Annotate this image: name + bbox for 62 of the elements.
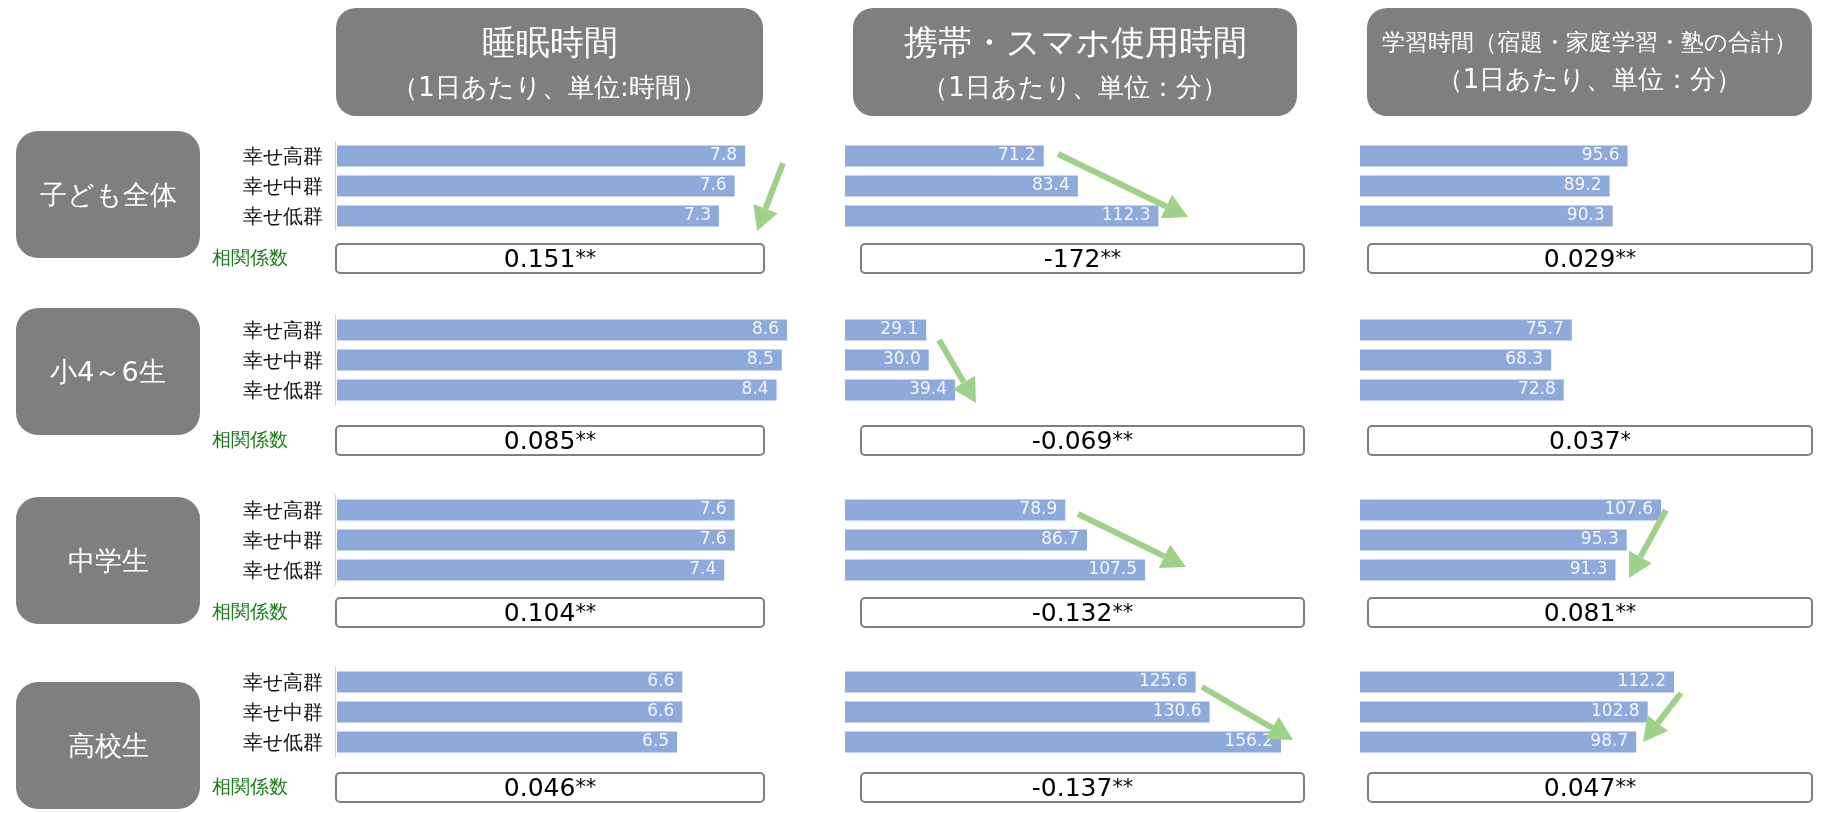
data-label: 7.6 xyxy=(699,528,727,549)
text: 相関係数 xyxy=(212,774,288,799)
data-label: 130.6 xyxy=(1152,700,1202,721)
y-tick-label: 幸せ中群 xyxy=(242,173,323,200)
data-label: 7.6 xyxy=(699,498,727,519)
data-label: 6.5 xyxy=(642,730,670,751)
data-label: 7.8 xyxy=(710,144,738,165)
data-label: 8.4 xyxy=(741,378,769,399)
data-label: 7.6 xyxy=(699,174,727,195)
y-tick-label: 幸せ低群 xyxy=(242,377,323,404)
data-label: 39.4 xyxy=(909,378,947,399)
y-tick-label: 幸せ高群 xyxy=(242,143,323,170)
data-label: 7.3 xyxy=(683,204,711,225)
data-label: 95.6 xyxy=(1581,144,1620,165)
y-tick-label: 幸せ低群 xyxy=(242,729,323,756)
data-label: 75.7 xyxy=(1525,318,1564,339)
data-label: 125.6 xyxy=(1138,670,1188,691)
data-label: 78.9 xyxy=(1019,498,1058,519)
y-tick-label: 幸せ中群 xyxy=(242,347,323,374)
y-tick-label: 幸せ中群 xyxy=(242,527,323,554)
chart-title: 睡眠時間 xyxy=(480,20,619,64)
y-axis-title: 子ども全体 xyxy=(16,131,200,258)
data-label: 6.6 xyxy=(647,670,675,691)
y-tick-label: 幸せ低群 xyxy=(242,203,323,230)
y-tick-label: 幸せ高群 xyxy=(242,317,323,344)
chart-title: 携帯・スマホ使用時間 xyxy=(902,20,1248,64)
y-tick-label: 幸せ高群 xyxy=(242,497,323,524)
data-label: 102.8 xyxy=(1591,700,1640,721)
data-label: 7.4 xyxy=(689,558,717,579)
text: 相関係数 xyxy=(212,599,288,624)
data-label: 86.7 xyxy=(1041,528,1080,549)
data-label: 112.3 xyxy=(1101,204,1151,225)
chart-subtitle: （1日あたり、単位：分） xyxy=(1435,63,1744,96)
data-label: 98.7 xyxy=(1590,730,1629,751)
data-label: 95.3 xyxy=(1580,528,1619,549)
data-label: 30.0 xyxy=(882,348,921,369)
chart-subtitle: （1日あたり、単位:時間） xyxy=(391,70,708,104)
data-label: 83.4 xyxy=(1031,174,1070,195)
y-axis-title: 小4～6生 xyxy=(16,308,200,435)
data-label: 90.3 xyxy=(1566,204,1605,225)
data-label: 6.6 xyxy=(647,700,675,721)
text: 相関係数 xyxy=(212,245,288,270)
chart-subtitle: （1日あたり、単位：分） xyxy=(921,70,1229,104)
data-label: 8.6 xyxy=(751,318,779,339)
data-label: 8.5 xyxy=(746,348,774,369)
text: 相関係数 xyxy=(212,427,288,452)
data-label: 156.2 xyxy=(1224,730,1273,751)
data-label: 89.2 xyxy=(1563,174,1602,195)
data-label: 68.3 xyxy=(1505,348,1544,369)
y-axis-title: 中学生 xyxy=(16,497,200,624)
data-label: 29.1 xyxy=(880,318,919,339)
y-tick-label: 幸せ高群 xyxy=(242,669,323,696)
data-label: 71.2 xyxy=(997,144,1036,165)
y-axis-title: 高校生 xyxy=(16,682,200,809)
data-label: 107.6 xyxy=(1604,498,1654,519)
data-label: 72.8 xyxy=(1517,378,1556,399)
data-label: 91.3 xyxy=(1569,558,1608,579)
data-label: 107.5 xyxy=(1088,558,1138,579)
y-tick-label: 幸せ中群 xyxy=(242,699,323,726)
y-tick-label: 幸せ低群 xyxy=(242,557,323,584)
chart-title: 学習時間（宿題・家庭学習・塾の合計） xyxy=(1381,27,1798,58)
data-label: 112.2 xyxy=(1617,670,1666,691)
